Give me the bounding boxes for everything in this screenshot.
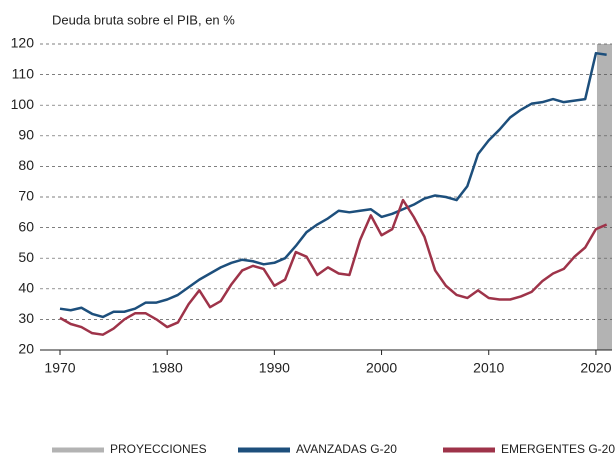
x-tick-label: 2020 — [580, 360, 611, 376]
legend-label: AVANZADAS G-20 — [296, 442, 397, 456]
legend-label: PROYECCIONES — [110, 442, 207, 456]
chart-title: Deuda bruta sobre el PIB, en % — [52, 12, 235, 27]
y-tick-label: 40 — [18, 280, 34, 296]
x-tick-label: 1970 — [44, 360, 75, 376]
x-tick-label: 2010 — [473, 360, 504, 376]
y-tick-label: 60 — [18, 218, 34, 234]
y-tick-label: 110 — [12, 65, 35, 81]
y-tick-label: 20 — [18, 341, 34, 357]
y-tick-label: 30 — [18, 310, 34, 326]
y-tick-label: 50 — [18, 249, 34, 265]
series-line — [59, 198, 608, 336]
x-tick-label: 2000 — [366, 360, 397, 376]
y-tick-label: 90 — [18, 127, 34, 143]
legend-swatch — [238, 447, 290, 453]
y-tick-label: 70 — [18, 188, 34, 204]
x-tick-label: 1980 — [152, 360, 183, 376]
series-line — [59, 51, 607, 319]
legend-swatch — [443, 447, 495, 453]
y-tick-label: 100 — [11, 96, 35, 112]
legend-label: EMERGENTES G-20 — [501, 442, 615, 456]
y-tick-label: 120 — [11, 35, 35, 51]
y-tick-label: 80 — [18, 157, 34, 173]
legend-swatch — [52, 447, 104, 453]
x-tick-label: 1990 — [259, 360, 290, 376]
